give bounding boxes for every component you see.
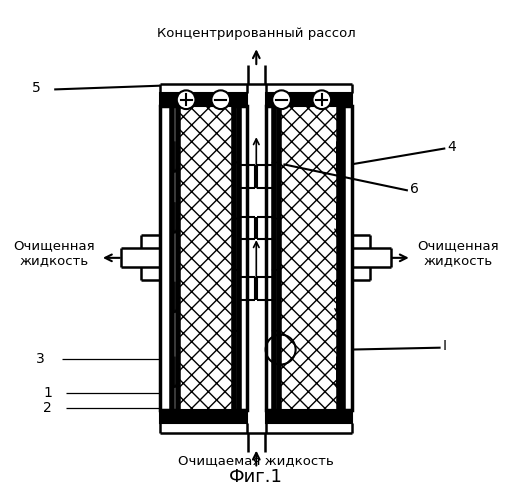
Polygon shape	[279, 106, 339, 410]
Text: 1: 1	[43, 386, 52, 400]
Polygon shape	[266, 410, 352, 424]
Circle shape	[312, 90, 331, 109]
Polygon shape	[160, 410, 247, 424]
Text: Очищаемая жидкость: Очищаемая жидкость	[178, 455, 334, 468]
Circle shape	[177, 90, 196, 109]
Text: Концентрированный рассол: Концентрированный рассол	[157, 27, 356, 40]
Circle shape	[212, 90, 230, 109]
Circle shape	[272, 90, 291, 109]
Text: 3: 3	[35, 352, 44, 366]
Text: 6: 6	[410, 182, 419, 196]
Text: 4: 4	[447, 140, 456, 154]
Text: I: I	[443, 339, 447, 353]
Text: 5: 5	[32, 80, 40, 94]
Text: Очищенная
жидкость: Очищенная жидкость	[13, 239, 95, 267]
Polygon shape	[178, 106, 234, 410]
Text: Фиг.1: Фиг.1	[229, 468, 283, 486]
Text: 2: 2	[43, 401, 52, 415]
Polygon shape	[160, 93, 247, 106]
Text: Очищенная
жидкость: Очищенная жидкость	[417, 239, 499, 267]
Polygon shape	[266, 93, 352, 106]
